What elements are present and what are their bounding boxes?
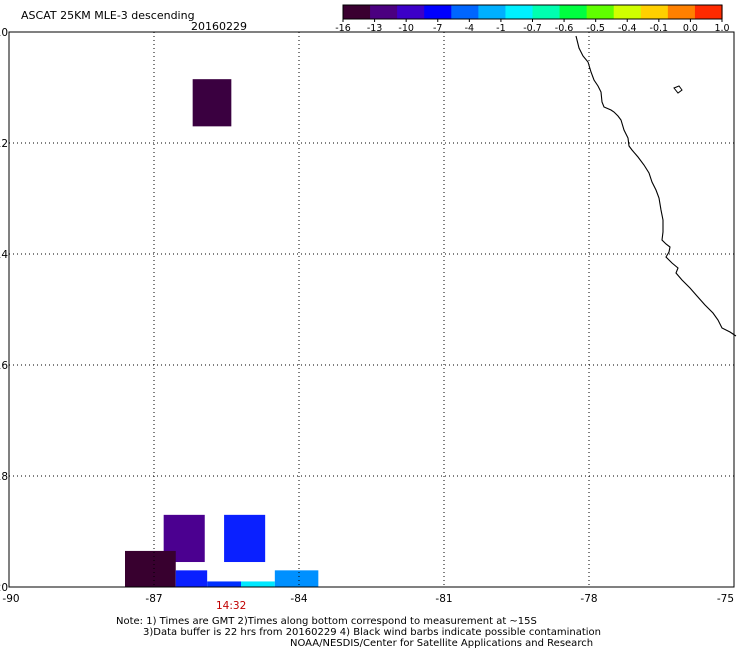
colorbar-swatch <box>478 5 507 19</box>
data-cell <box>192 79 232 127</box>
data-cell <box>224 514 266 563</box>
colorbar-label: -0.7 <box>523 23 542 34</box>
lat-tick-label: -16 <box>0 360 8 372</box>
lat-tick-label: -10 <box>0 27 8 39</box>
island-icon <box>673 85 683 94</box>
colorbar-swatch <box>667 5 696 19</box>
colorbar-swatch <box>505 5 534 19</box>
colorbar-label: -10 <box>398 23 414 34</box>
data-cell <box>207 581 241 587</box>
note-line-2: 3)Data buffer is 22 hrs from 20160229 4)… <box>143 627 601 638</box>
wind-data-cells <box>125 79 319 587</box>
colorbar-label: 1.0 <box>714 23 729 34</box>
lat-lon-grid <box>9 32 734 587</box>
map-frame <box>8 31 735 588</box>
note-line-1: Note: 1) Times are GMT 2)Times along bot… <box>116 616 537 627</box>
lat-tick-label: -14 <box>0 249 8 261</box>
colorbar-swatch <box>343 5 371 19</box>
colorbar-label: -7 <box>433 23 442 34</box>
colorbar: -16 -13 -10 -7 -4 -1 -0.7 -0.6 -0.5 -0.4 -0.1 0.0 1.… <box>335 4 730 34</box>
colorbar-label: -1 <box>496 23 505 34</box>
colorbar-label: -0.6 <box>555 23 574 34</box>
data-cell <box>175 570 208 587</box>
data-cell <box>241 581 275 587</box>
coastline-south-america <box>575 35 737 337</box>
colorbar-label: -13 <box>367 23 383 34</box>
colorbar-swatch <box>370 5 398 19</box>
colorbar-label: -16 <box>335 23 351 34</box>
colorbar-label: -0.1 <box>650 23 669 34</box>
colorbar-swatch <box>613 5 642 19</box>
lon-tick-label: -75 <box>717 593 734 605</box>
colorbar-swatch <box>451 5 479 19</box>
colorbar-swatch <box>640 5 669 19</box>
time-label: 14:32 <box>216 600 247 612</box>
colorbar-label: 0.0 <box>683 23 698 34</box>
colorbar-label: -4 <box>465 23 474 34</box>
data-cell <box>274 570 319 587</box>
lat-tick-label: -18 <box>0 471 8 483</box>
colorbar-label: -0.5 <box>586 23 605 34</box>
colorbar-swatch <box>424 5 452 19</box>
colorbar-label: -0.4 <box>618 23 637 34</box>
colorbar-swatch <box>397 5 425 19</box>
lat-tick-label: -20 <box>0 582 8 594</box>
colorbar-swatch <box>532 5 561 19</box>
chart-title: ASCAT 25KM MLE-3 descending <box>21 9 195 22</box>
lon-tick-label: -87 <box>145 593 162 605</box>
colorbar-swatch <box>694 5 723 19</box>
colorbar-swatch <box>586 5 615 19</box>
lat-tick-label: -12 <box>0 138 8 150</box>
data-cell <box>125 550 176 587</box>
axis-labels: -10 -12 -14 -16 -18 -20-90 -87 -84 -81 -78 -75 <box>0 27 734 605</box>
chart-date: 20160229 <box>191 20 247 33</box>
lon-tick-label: -84 <box>290 593 307 605</box>
colorbar-swatch <box>559 5 588 19</box>
lon-tick-label: -90 <box>2 593 19 605</box>
lon-tick-label: -78 <box>580 593 597 605</box>
credit-line: NOAA/NESDIS/Center for Satellite Applica… <box>290 638 594 649</box>
lon-tick-label: -81 <box>435 593 452 605</box>
